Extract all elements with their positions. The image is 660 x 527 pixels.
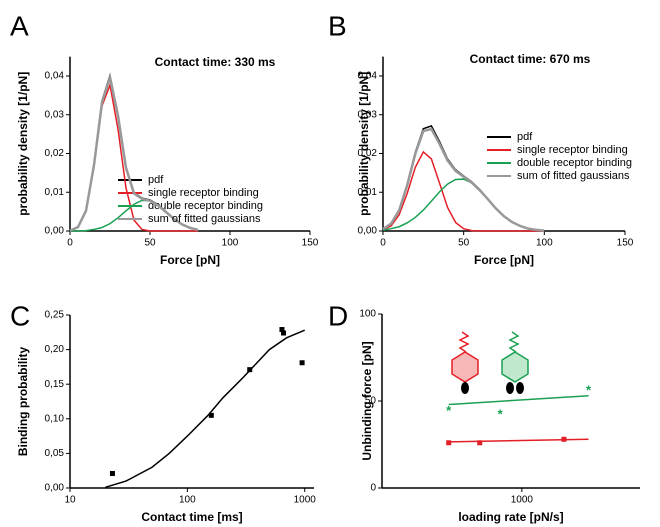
panel-letter: B — [328, 10, 347, 41]
y-tick-label: 0,02 — [45, 148, 65, 159]
red-capsid — [451, 351, 479, 383]
y-tick-label: 0,01 — [45, 187, 65, 198]
legend-label: pdf — [148, 174, 164, 186]
chart-title: Contact time: 670 ms — [470, 52, 591, 66]
x-tick-label: 100 — [536, 238, 553, 249]
y-tick-label: 0,20 — [45, 344, 65, 355]
y-axis-label: Unbinding force [pN] — [360, 341, 374, 460]
y-tick-label: 0,04 — [45, 71, 65, 82]
panel-letter: C — [10, 300, 30, 331]
y-tick-label: 0,00 — [45, 483, 65, 494]
legend-label: sum of fitted gaussians — [517, 170, 630, 182]
y-tick-label: 0,03 — [358, 109, 378, 120]
x-tick-label: 50 — [458, 238, 470, 249]
red-receptor — [461, 382, 469, 394]
red-stalk — [458, 331, 470, 353]
point: * — [446, 403, 452, 418]
legend-label: sum of fitted gaussians — [148, 213, 261, 225]
point: * — [586, 382, 592, 397]
y-tick-label: 100 — [359, 309, 376, 320]
y-tick-label: 0,02 — [358, 148, 378, 159]
x-axis-label: loading rate [pN/s] — [458, 510, 563, 524]
x-tick-label: 100 — [179, 495, 196, 506]
point — [299, 360, 305, 366]
x-tick-label: 100 — [222, 238, 239, 249]
y-tick-label: 0,00 — [358, 226, 378, 237]
panel-letter: D — [328, 300, 348, 331]
y-axis-label: probability density [1/pN] — [357, 72, 371, 216]
x-tick-label: 0 — [380, 238, 386, 249]
chart-title: Contact time: 330 ms — [155, 55, 276, 69]
y-tick-label: 0,25 — [45, 310, 65, 321]
y-tick-label: 0,10 — [45, 413, 65, 424]
y-tick-label: 0,05 — [45, 448, 65, 459]
legend-label: double receptor binding — [517, 157, 632, 169]
series-line — [105, 329, 305, 489]
point: * — [498, 407, 504, 422]
point — [477, 440, 483, 446]
x-tick-label: 150 — [302, 238, 319, 249]
x-tick-label: 1000 — [511, 495, 534, 506]
y-tick-label: 0 — [370, 483, 376, 494]
x-tick-label: 0 — [67, 238, 73, 249]
point — [208, 412, 214, 418]
series-line — [69, 73, 199, 232]
legend-label: double receptor binding — [148, 200, 263, 212]
x-tick-label: 10 — [64, 495, 76, 506]
panel-letter: A — [10, 10, 29, 41]
y-axis-label: Binding probability — [16, 347, 30, 457]
green-stalk — [508, 331, 520, 353]
point — [446, 440, 452, 446]
y-tick-label: 0,04 — [358, 71, 378, 82]
x-axis-label: Force [pN] — [474, 253, 534, 267]
y-tick-label: 50 — [365, 396, 377, 407]
y-tick-label: 0,15 — [45, 379, 65, 390]
x-tick-label: 150 — [617, 238, 634, 249]
x-axis-label: Contact time [ms] — [141, 510, 242, 524]
x-axis-label: Force [pN] — [160, 253, 220, 267]
series-line — [382, 127, 545, 232]
y-axis-label: probability density [1/pN] — [16, 72, 30, 216]
green-receptor — [506, 382, 514, 394]
y-tick-label: 0,01 — [358, 187, 378, 198]
x-tick-label: 1000 — [294, 495, 317, 506]
green-capsid — [501, 351, 529, 383]
legend-label: pdf — [517, 131, 533, 143]
series-line — [382, 150, 545, 232]
point — [109, 470, 115, 476]
point — [279, 327, 285, 333]
y-tick-label: 0,00 — [45, 226, 65, 237]
receptor-icons — [451, 331, 529, 394]
series-line — [448, 395, 589, 406]
green-receptor — [516, 382, 524, 394]
x-tick-label: 50 — [144, 238, 156, 249]
legend-label: single receptor binding — [517, 144, 628, 156]
point — [281, 330, 287, 336]
legend-label: single receptor binding — [148, 187, 259, 199]
series-line — [448, 438, 589, 443]
y-tick-label: 0,03 — [45, 109, 65, 120]
